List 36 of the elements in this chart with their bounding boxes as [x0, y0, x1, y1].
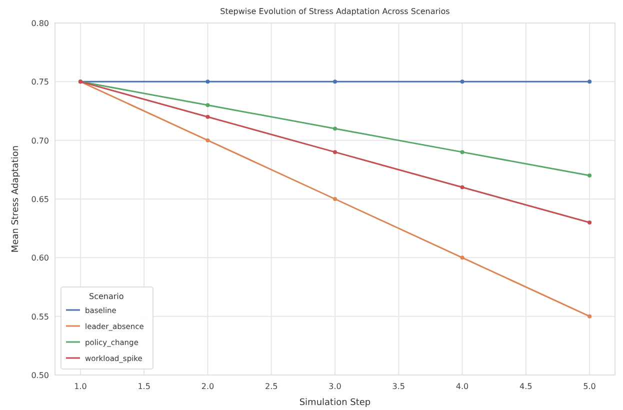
x-tick-label: 1.5 — [138, 382, 150, 391]
point — [206, 138, 210, 142]
y-tick-label: 0.80 — [31, 19, 49, 28]
legend-title: Scenario — [89, 292, 124, 301]
point — [206, 80, 210, 84]
x-axis-title: Simulation Step — [299, 398, 371, 408]
y-tick-label: 0.55 — [31, 312, 49, 322]
x-tick-label: 4.5 — [520, 382, 532, 391]
point — [333, 126, 337, 131]
y-tick-label: 0.75 — [31, 78, 49, 87]
x-tick-label: 5.0 — [583, 382, 596, 391]
point — [206, 114, 210, 119]
x-tick-label: 3.0 — [328, 382, 342, 391]
point — [588, 220, 592, 224]
y-tick-label: 0.70 — [31, 136, 49, 146]
point — [333, 197, 337, 201]
x-tick-label: 3.5 — [392, 382, 406, 391]
point — [333, 80, 337, 84]
point — [206, 103, 210, 108]
point — [588, 174, 592, 178]
y-tick-label: 0.65 — [31, 195, 49, 204]
y-tick-label: 0.50 — [31, 371, 49, 380]
x-tick-label: 4.0 — [456, 382, 469, 391]
point — [460, 150, 464, 154]
point — [588, 80, 592, 84]
x-tick-label: 2.0 — [201, 382, 214, 391]
chart-title: Stepwise Evolution of Stress Adaptation Across Scenarios — [220, 7, 450, 16]
y-axis-title: Mean Stress Adaptation — [11, 145, 21, 253]
x-tick-label: 2.5 — [264, 382, 278, 391]
point — [460, 185, 464, 190]
point — [460, 256, 464, 260]
point — [588, 314, 592, 318]
y-tick-label: 0.60 — [31, 254, 49, 263]
point — [333, 150, 337, 154]
x-tick-label: 1.0 — [74, 382, 87, 391]
point — [460, 80, 464, 84]
